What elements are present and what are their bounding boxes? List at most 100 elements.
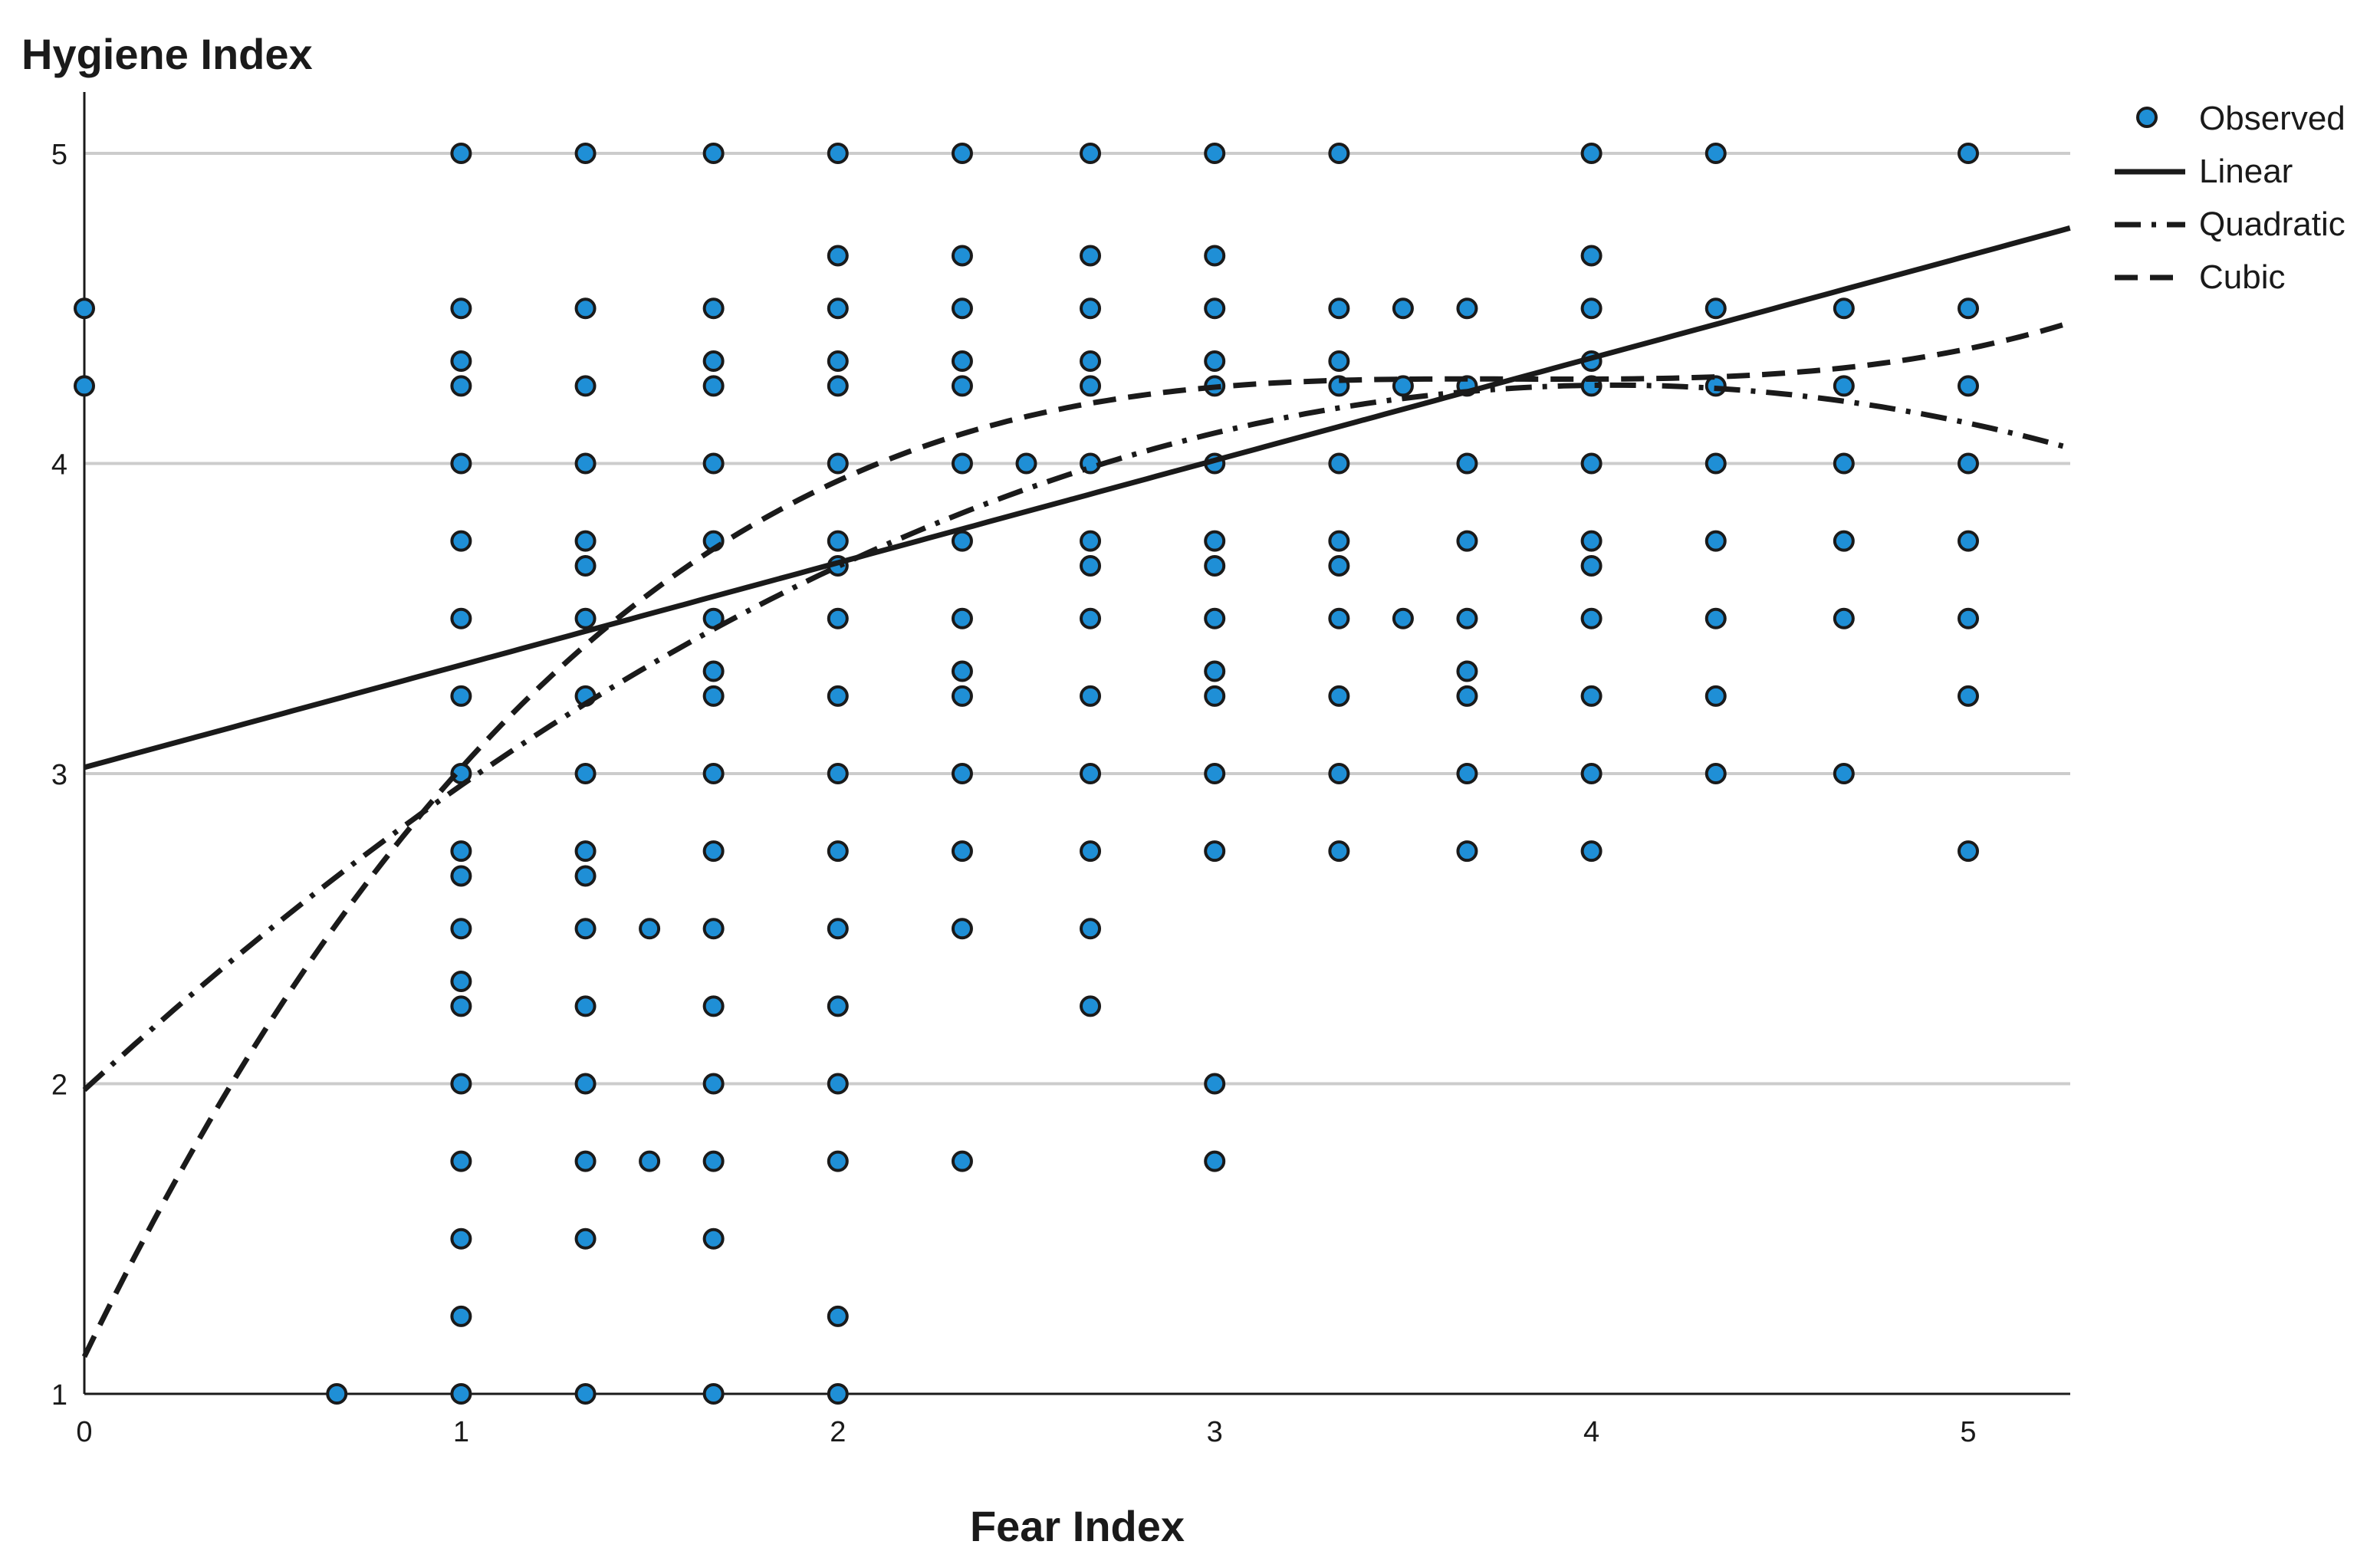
observed-point: [574, 1383, 597, 1405]
observed-point: [827, 840, 849, 863]
observed-point: [827, 1305, 849, 1327]
observed-point: [951, 297, 973, 320]
observed-point: [1456, 607, 1478, 629]
observed-point: [1204, 660, 1226, 682]
observed-point: [1958, 607, 1979, 629]
observed-point: [574, 607, 597, 629]
x-tick-label-4: 4: [1583, 1416, 1599, 1448]
observed-point: [1328, 350, 1350, 373]
observed-point: [1080, 350, 1102, 373]
observed-point: [1704, 530, 1727, 552]
observed-point: [1580, 763, 1603, 784]
observed-point: [1704, 607, 1727, 629]
observed-point: [450, 1150, 472, 1172]
observed-point: [1328, 685, 1350, 707]
observed-point: [702, 918, 725, 940]
observed-point: [450, 1383, 472, 1405]
observed-point: [1456, 763, 1478, 784]
observed-point: [827, 375, 849, 397]
x-tick-label-5: 5: [1960, 1416, 1976, 1448]
observed-point: [1704, 297, 1727, 320]
observed-point: [1833, 530, 1855, 552]
observed-point: [1958, 297, 1979, 320]
legend-label-observed: Observed: [2199, 100, 2345, 137]
observed-point: [326, 1383, 348, 1405]
observed-point: [574, 1150, 597, 1172]
observed-point: [74, 375, 95, 397]
observed-point: [1015, 452, 1037, 475]
observed-point: [450, 995, 472, 1017]
observed-point: [702, 1150, 725, 1172]
legend-marker-observed: [2136, 107, 2158, 128]
observed-point: [450, 607, 472, 629]
observed-point: [450, 350, 472, 373]
observed-point: [639, 918, 661, 940]
observed-point: [1456, 685, 1478, 707]
observed-point: [450, 918, 472, 940]
observed-point: [702, 350, 725, 373]
observed-point: [1328, 607, 1350, 629]
observed-point: [574, 995, 597, 1017]
observed-point: [951, 918, 973, 940]
observed-point: [827, 297, 849, 320]
observed-point: [574, 865, 597, 887]
observed-point: [574, 554, 597, 577]
observed-point: [702, 995, 725, 1017]
observed-point: [1833, 763, 1855, 784]
observed-point: [827, 350, 849, 373]
observed-point: [1204, 840, 1226, 863]
observed-point: [1080, 607, 1102, 629]
observed-point: [1328, 452, 1350, 475]
observed-point: [951, 1150, 973, 1172]
observed-point: [1204, 1150, 1226, 1172]
observed-point: [1580, 143, 1603, 164]
observed-point: [1204, 297, 1226, 320]
observed-point: [1080, 995, 1102, 1017]
y-tick-label-2: 2: [51, 1070, 67, 1102]
observed-point: [574, 452, 597, 475]
y-tick-label-3: 3: [51, 759, 67, 791]
observed-point: [450, 840, 472, 863]
observed-point: [1080, 143, 1102, 164]
observed-point: [574, 840, 597, 863]
observed-point: [1080, 763, 1102, 784]
observed-point: [702, 452, 725, 475]
observed-point: [574, 1073, 597, 1095]
observed-point: [1204, 530, 1226, 552]
observed-point: [1456, 530, 1478, 552]
observed-point: [1328, 143, 1350, 164]
observed-point: [1456, 297, 1478, 320]
observed-point: [702, 297, 725, 320]
observed-point: [1392, 297, 1414, 320]
observed-point: [827, 1383, 849, 1405]
observed-point: [951, 530, 973, 552]
observed-point: [702, 685, 725, 707]
observed-point: [1392, 375, 1414, 397]
x-tick-label-0: 0: [76, 1416, 92, 1448]
observed-point: [1392, 607, 1414, 629]
observed-point: [1580, 840, 1603, 863]
observed-point: [74, 297, 95, 320]
observed-point: [1328, 763, 1350, 784]
y-axis-title: Hygiene Index: [21, 30, 313, 78]
observed-point: [702, 375, 725, 397]
observed-point: [1328, 554, 1350, 577]
observed-point: [450, 1073, 472, 1095]
observed-point: [827, 918, 849, 940]
observed-point: [1958, 452, 1979, 475]
observed-point: [951, 660, 973, 682]
legend-label-quadratic: Quadratic: [2199, 205, 2345, 243]
y-tick-label-1: 1: [51, 1379, 67, 1411]
observed-point: [574, 918, 597, 940]
fit-line-quadratic: [82, 382, 2071, 1093]
observed-point: [1204, 350, 1226, 373]
observed-point: [827, 685, 849, 707]
observed-point: [951, 245, 973, 267]
observed-point: [1833, 452, 1855, 475]
observed-point: [1328, 840, 1350, 863]
gridlines: [84, 152, 2070, 1086]
observed-point: [574, 143, 597, 164]
observed-point: [450, 452, 472, 475]
observed-point: [827, 530, 849, 552]
